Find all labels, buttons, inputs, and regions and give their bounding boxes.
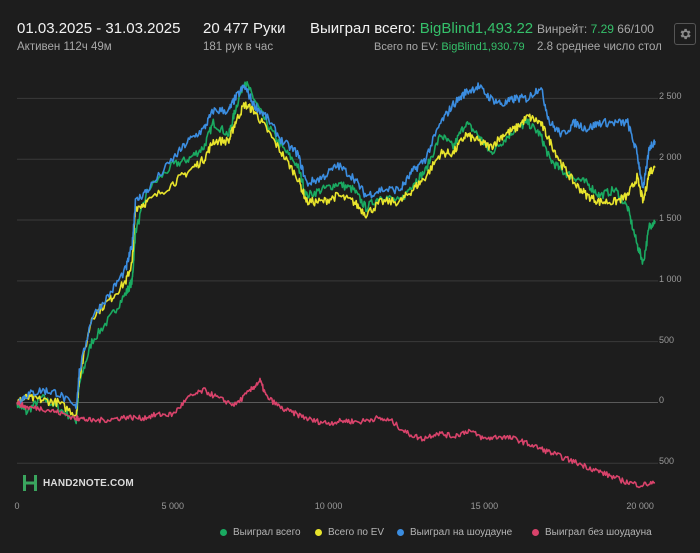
winrate: Винрейт: 7.29 66/100: [537, 22, 654, 36]
legend-label-ev: Всего по EV: [328, 527, 385, 538]
winrate-count: 66/100: [617, 22, 654, 36]
avg-tables: 2.8 среднее число столов: [537, 41, 661, 53]
winrate-value: 7.29: [590, 22, 614, 36]
logo-text: HAND2NOTE.COM: [43, 477, 134, 489]
y-tick-label: 2 500: [659, 91, 682, 102]
y-tick-label: 0: [659, 395, 665, 406]
x-tick-label: 0: [14, 501, 20, 511]
ev-total-label: Всего по EV:: [374, 41, 439, 53]
hand2note-logo: HAND2NOTE.COM: [22, 474, 134, 492]
won-total-value: BigBlind1,493.22: [419, 20, 534, 37]
legend-item-won-total[interactable]: Выиграл всего: [220, 527, 301, 538]
won-total-label: Выиграл всего:: [310, 20, 416, 37]
y-tick-label: 500: [659, 456, 675, 467]
y-tick-label: 500: [659, 334, 675, 345]
legend: Выиграл всего Всего по EV Выиграл на шоу…: [0, 527, 700, 543]
hands-count: 20 477 Руки: [203, 20, 286, 37]
legend-item-ev[interactable]: Всего по EV: [315, 527, 384, 538]
legend-label-won-total: Выиграл всего: [233, 527, 301, 538]
x-tick-label: 15 000: [470, 501, 499, 511]
won-total: Выиграл всего: BigBlind1,493.22: [310, 20, 533, 37]
legend-dot-non-showdown: [532, 529, 539, 536]
legend-label-non-showdown: Выиграл без шоудауна: [545, 527, 652, 538]
legend-dot-ev: [315, 529, 322, 536]
legend-dot-showdown: [397, 529, 404, 536]
settings-button[interactable]: [674, 23, 696, 45]
series-line-3: [16, 377, 656, 489]
x-tick-label: 10 000: [314, 501, 343, 511]
x-tick-label: 5 000: [161, 501, 185, 511]
active-time: Активен 112ч 49м: [17, 41, 112, 53]
legend-label-showdown: Выиграл на шоудауне: [410, 527, 513, 538]
y-tick-label: 2 000: [659, 152, 682, 163]
winrate-label: Винрейт:: [537, 22, 588, 36]
series-line-0: [16, 81, 656, 425]
series-line-2: [16, 82, 656, 410]
series-lines: [16, 81, 656, 489]
grid-lines: [17, 97, 658, 464]
legend-item-non-showdown[interactable]: Выиграл без шоудауна: [532, 527, 652, 538]
y-tick-label: 1 000: [659, 273, 682, 284]
date-range[interactable]: 01.03.2025 - 31.03.2025: [17, 20, 181, 37]
ev-total: Всего по EV: BigBlind1,930.79: [374, 41, 525, 53]
hands-per-hour: 181 рук в час: [203, 41, 274, 53]
ev-total-value: BigBlind1,930.79: [441, 41, 525, 53]
x-tick-label: 20 000: [626, 501, 654, 511]
legend-dot-won-total: [220, 529, 227, 536]
gear-icon: [680, 28, 691, 40]
series-line-1: [16, 101, 656, 418]
legend-item-showdown[interactable]: Выиграл на шоудауне: [397, 527, 512, 538]
y-tick-label: 1 500: [659, 213, 682, 224]
hand2note-logo-icon: [23, 475, 37, 491]
